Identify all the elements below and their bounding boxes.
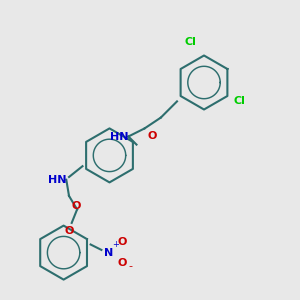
Text: Cl: Cl — [234, 96, 246, 106]
Text: HN: HN — [48, 175, 66, 185]
Text: O: O — [72, 201, 81, 211]
Text: O: O — [147, 131, 157, 141]
Text: HN: HN — [110, 131, 128, 142]
Text: -: - — [128, 261, 132, 271]
Text: +: + — [112, 240, 119, 249]
Text: Cl: Cl — [184, 38, 196, 47]
Text: O: O — [118, 237, 127, 247]
Text: O: O — [64, 226, 74, 236]
Text: N: N — [104, 248, 113, 258]
Text: O: O — [118, 258, 127, 268]
